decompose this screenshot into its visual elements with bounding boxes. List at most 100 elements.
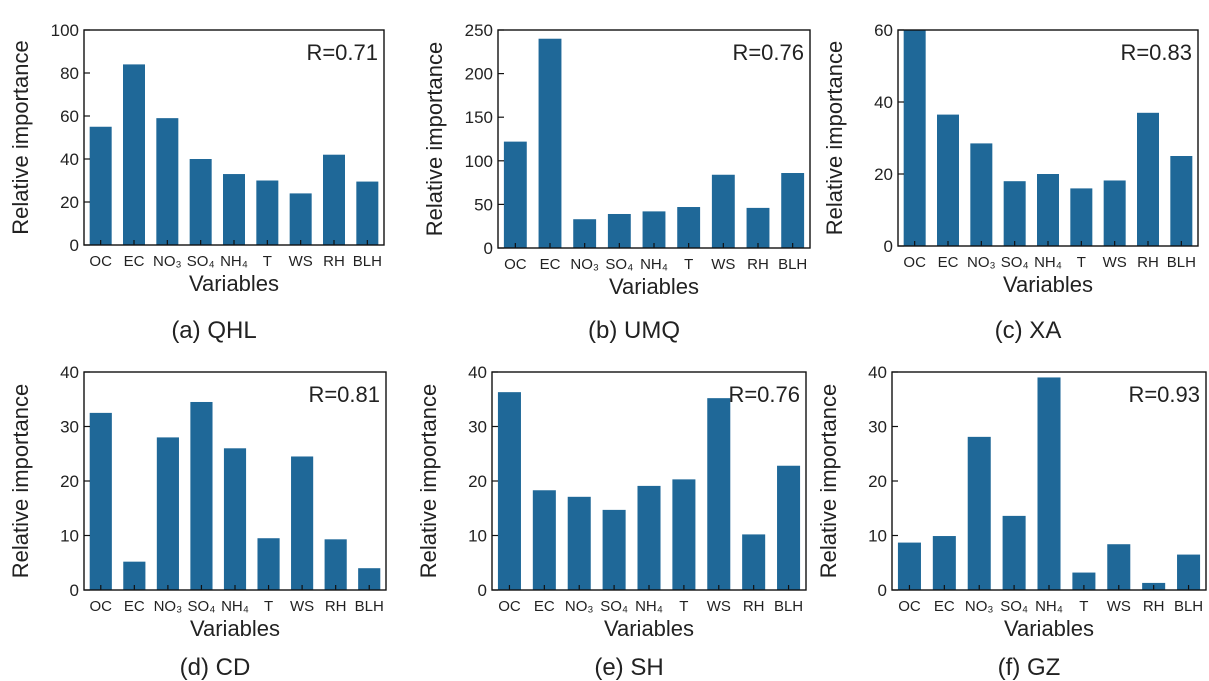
bar [323, 154, 345, 245]
panel-xa: 0 20 40 60 OC EC NO₃ SO₄ NH₄ T WS RH BLH R=0.83 Variab… [822, 21, 1199, 344]
bar [257, 538, 280, 590]
y-axis-title: Relative importance [816, 384, 841, 578]
bar [497, 392, 521, 590]
y-tick-label: 100 [51, 21, 79, 40]
x-tick-label: EC [124, 598, 145, 615]
x-tick-label: RH [323, 253, 345, 270]
x-tick-label: NO₃ [565, 598, 594, 615]
bar [746, 207, 770, 248]
x-tick-label: SO₄ [605, 256, 633, 273]
panel-umq: 0 50 100 150 200 250 OC EC NO₃ SO₄ NH₄ T WS RH BLH R=0.… [422, 21, 811, 344]
y-tick-label: 60 [874, 21, 893, 40]
bar [291, 456, 314, 590]
bar [324, 539, 347, 590]
y-tick-label: 30 [468, 418, 487, 437]
bar [356, 181, 379, 245]
x-tick-label: SO₄ [600, 598, 628, 615]
y-tick-label: 250 [465, 21, 493, 40]
bar [1037, 377, 1061, 590]
x-tick-label: NH₄ [640, 256, 668, 273]
r-annotation: R=0.76 [728, 382, 800, 407]
r-annotation: R=0.76 [732, 40, 804, 65]
y-tick-label: 0 [70, 236, 79, 255]
bar [190, 401, 213, 590]
bar [538, 38, 562, 248]
panel-caption: (e) SH [594, 654, 663, 681]
bar [932, 536, 956, 590]
bar [123, 64, 145, 246]
x-tick-label: T [679, 598, 688, 615]
bar [1177, 554, 1201, 590]
panel-caption: (f) GZ [998, 654, 1061, 681]
bar [189, 159, 212, 245]
bar [642, 211, 666, 248]
y-tick-label: 0 [484, 239, 493, 258]
bar [607, 213, 631, 248]
bar [742, 534, 766, 590]
panel-cd: 0 10 20 30 40 OC EC NO₃ SO₄ NH₄ T WS RH BLH R=0.81 Vari… [8, 363, 387, 681]
bar [1170, 156, 1193, 246]
x-tick-label: BLH [355, 598, 384, 615]
x-tick-label: OC [898, 598, 921, 615]
x-tick-label: OC [504, 256, 527, 273]
y-tick-label: 80 [60, 64, 79, 83]
panel-caption: (d) CD [180, 654, 251, 681]
bar [1003, 181, 1026, 246]
bar [602, 509, 626, 590]
x-tick-label: WS [289, 253, 313, 270]
x-tick-label: RH [1143, 598, 1165, 615]
x-tick-label: EC [934, 598, 955, 615]
y-axis-title: Relative importance [422, 42, 447, 236]
bar [573, 219, 597, 248]
panel-qhl: 0 20 40 60 80 100 OC EC NO₃ SO₄ NH₄ T WS RH BLH R=0.71 V… [8, 21, 385, 344]
y-tick-label: 10 [468, 527, 487, 546]
panel-caption: (c) XA [995, 317, 1062, 344]
bar [937, 114, 959, 246]
bar [1107, 544, 1131, 590]
x-tick-label: RH [747, 256, 769, 273]
x-tick-label: T [684, 256, 693, 273]
x-tick-label: RH [325, 598, 347, 615]
bar [1002, 515, 1026, 590]
x-axis-title: Variables [1003, 272, 1093, 297]
x-tick-label: WS [290, 598, 314, 615]
y-tick-label: 20 [874, 165, 893, 184]
bar [677, 207, 701, 248]
x-tick-label: NH₄ [1035, 598, 1063, 615]
y-tick-label: 10 [868, 527, 887, 546]
bar [532, 490, 556, 590]
x-tick-label: BLH [353, 253, 382, 270]
x-tick-label: RH [743, 598, 765, 615]
bar [223, 448, 247, 590]
bar [89, 412, 112, 591]
y-tick-label: 100 [465, 152, 493, 171]
x-tick-label: EC [124, 253, 145, 270]
x-tick-label: BLH [778, 256, 807, 273]
bar [358, 568, 381, 590]
bar [223, 174, 245, 245]
x-tick-label: T [1079, 598, 1088, 615]
bar [897, 542, 921, 590]
y-tick-label: 40 [60, 363, 79, 382]
y-tick-label: 40 [60, 150, 79, 169]
bar [156, 118, 179, 245]
x-tick-label: BLH [1167, 254, 1196, 271]
bar [781, 173, 805, 248]
x-axis-title: Variables [604, 616, 694, 641]
y-tick-label: 40 [468, 363, 487, 382]
bar [707, 398, 731, 590]
x-tick-label: T [1077, 254, 1086, 271]
x-tick-label: NO₃ [965, 598, 994, 615]
x-tick-label: EC [938, 254, 959, 271]
y-tick-label: 40 [874, 93, 893, 112]
x-tick-label: T [263, 253, 272, 270]
x-tick-label: EC [540, 256, 561, 273]
x-tick-label: NO₃ [153, 253, 182, 270]
x-tick-label: SO₄ [188, 598, 216, 615]
y-tick-label: 0 [884, 237, 893, 256]
panel-gz: 0 10 20 30 40 OC EC NO₃ SO₄ NH₄ T WS RH BLH R=0.93 Vari… [816, 363, 1207, 681]
x-tick-label: NH₄ [1034, 254, 1062, 271]
y-tick-label: 200 [465, 65, 493, 84]
bar [1072, 572, 1096, 590]
x-tick-label: WS [707, 598, 731, 615]
